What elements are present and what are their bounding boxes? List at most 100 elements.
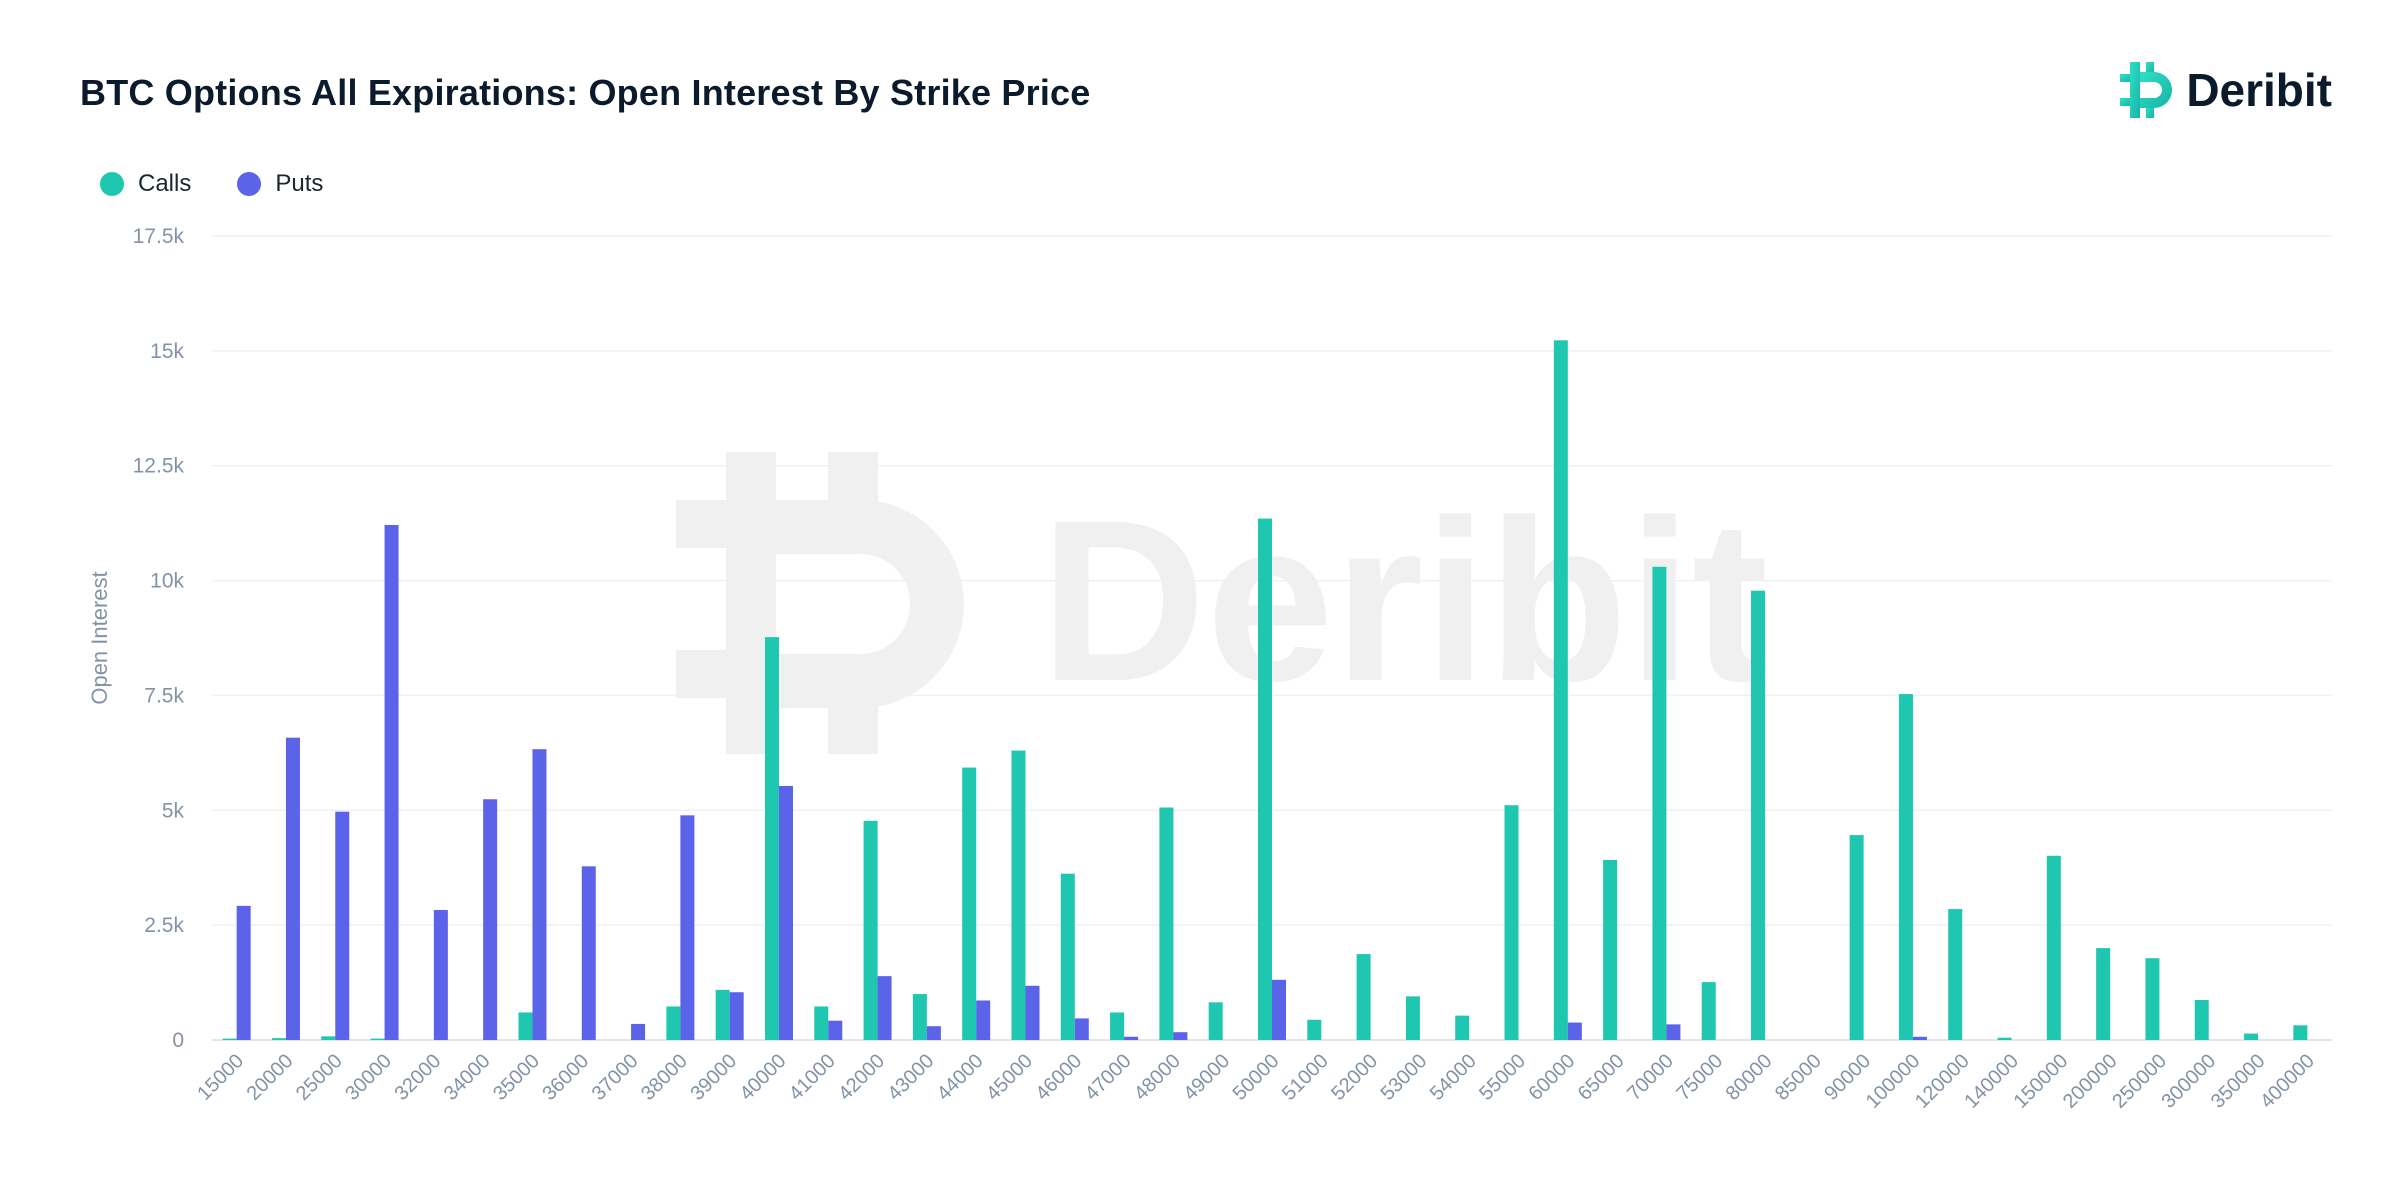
x-tick-label: 80000 [1722, 1050, 1777, 1105]
bar-puts [976, 1000, 991, 1040]
x-tick-label: 70000 [1623, 1050, 1678, 1105]
x-tick-label: 120000 [1911, 1050, 1974, 1113]
x-tick-label: 50000 [1229, 1050, 1284, 1105]
bar-calls [2046, 855, 2061, 1040]
bar-calls [2096, 948, 2111, 1040]
bar-calls [1504, 805, 1519, 1040]
watermark-shape-3 [828, 452, 878, 512]
watermark-text: Deribit [1040, 472, 1768, 729]
bar-calls [666, 1006, 681, 1040]
y-tick-label: 0 [172, 1029, 184, 1052]
x-tick-label: 15000 [193, 1050, 248, 1105]
deribit-logo-icon [2120, 62, 2173, 118]
y-tick-label: 15k [150, 340, 184, 363]
bar-calls [1849, 835, 1864, 1040]
y-tick-label: 10k [150, 570, 184, 593]
x-tick-label: 55000 [1475, 1050, 1530, 1105]
x-tick-label: 250000 [2108, 1050, 2171, 1113]
bar-puts [384, 524, 399, 1040]
bar-calls [1110, 1012, 1125, 1040]
bar-calls [321, 1036, 336, 1040]
legend-puts-label: Puts [275, 170, 324, 197]
bar-calls [1603, 859, 1618, 1040]
x-tick-label: 32000 [391, 1050, 446, 1105]
x-tick-label: 34000 [440, 1050, 495, 1105]
bar-calls [912, 994, 927, 1040]
bar-calls [1948, 909, 1963, 1040]
bar-puts [335, 811, 350, 1040]
bar-puts [877, 976, 892, 1040]
bar-puts [1124, 1036, 1139, 1040]
x-tick-label: 400000 [2256, 1050, 2319, 1113]
bar-calls [518, 1012, 533, 1040]
y-tick-label: 12.5k [133, 455, 185, 478]
bar-puts [729, 992, 744, 1040]
x-tick-label: 60000 [1524, 1050, 1579, 1105]
watermark-logo [676, 452, 964, 754]
bar-puts [1567, 1022, 1582, 1040]
x-tick-label: 25000 [292, 1050, 347, 1105]
bar-calls [1011, 750, 1026, 1040]
legend-calls-swatch [100, 172, 124, 196]
bar-puts [1912, 1036, 1927, 1040]
x-tick-label: 150000 [2010, 1050, 2073, 1113]
x-tick-label: 350000 [2207, 1050, 2270, 1113]
x-tick-label: 100000 [1862, 1050, 1925, 1113]
bar-puts [1074, 1018, 1089, 1040]
x-tick-label: 54000 [1426, 1050, 1481, 1105]
bar-puts [581, 866, 596, 1040]
x-tick-label: 36000 [538, 1050, 593, 1105]
x-tick-label: 35000 [489, 1050, 544, 1105]
bar-calls [1307, 1019, 1322, 1040]
bar-puts [926, 1026, 941, 1040]
x-tick-label: 42000 [834, 1050, 889, 1105]
bar-calls [764, 637, 779, 1040]
bar-calls [2293, 1025, 2308, 1040]
x-tick-label: 51000 [1278, 1050, 1333, 1105]
x-tick-label: 65000 [1574, 1050, 1629, 1105]
bar-calls [814, 1006, 829, 1040]
bar-calls [1701, 982, 1716, 1040]
x-tick-label: 43000 [884, 1050, 939, 1105]
legend-puts-swatch [237, 172, 262, 196]
bar-calls [1159, 807, 1174, 1040]
bar-puts [1666, 1024, 1681, 1040]
bar-calls [1997, 1037, 2012, 1040]
y-tick-label: 5k [162, 799, 185, 822]
brand-name: Deribit [2186, 64, 2332, 116]
x-tick-label: 41000 [785, 1050, 840, 1105]
bar-puts [433, 909, 448, 1040]
x-tick-label: 39000 [686, 1050, 741, 1105]
brand-logo: Deribit [2116, 60, 2332, 120]
legend-item-puts[interactable]: Puts [237, 170, 323, 198]
bar-puts [1272, 979, 1286, 1040]
bar-calls [370, 1038, 385, 1040]
x-tick-label: 49000 [1179, 1050, 1234, 1105]
x-tick-label: 300000 [2158, 1050, 2221, 1113]
bar-calls [962, 767, 977, 1040]
x-tick-label: 85000 [1771, 1050, 1826, 1105]
bar-calls [1553, 340, 1568, 1040]
x-tick-label: 45000 [982, 1050, 1037, 1105]
bar-puts [1025, 985, 1040, 1040]
bar-puts [285, 737, 300, 1040]
bar-puts [778, 785, 793, 1040]
bar-calls [1356, 954, 1371, 1040]
chart-title: BTC Options All Expirations: Open Intere… [80, 72, 1091, 113]
x-tick-label: 52000 [1327, 1050, 1382, 1105]
bar-puts [532, 749, 547, 1040]
bar-puts [236, 905, 251, 1040]
bar-puts [1173, 1032, 1188, 1040]
y-tick-label: 7.5k [144, 684, 184, 707]
legend-item-calls[interactable]: Calls [100, 170, 191, 198]
chart-legend: Calls Puts [100, 170, 323, 198]
x-tick-label: 53000 [1377, 1050, 1432, 1105]
x-tick-label: 200000 [2059, 1050, 2122, 1113]
x-tick-label: 48000 [1130, 1050, 1185, 1105]
bar-calls [271, 1038, 286, 1040]
bar-puts [631, 1023, 646, 1040]
x-tick-label: 75000 [1672, 1050, 1727, 1105]
bar-calls [1060, 873, 1075, 1040]
bar-puts [483, 799, 498, 1040]
